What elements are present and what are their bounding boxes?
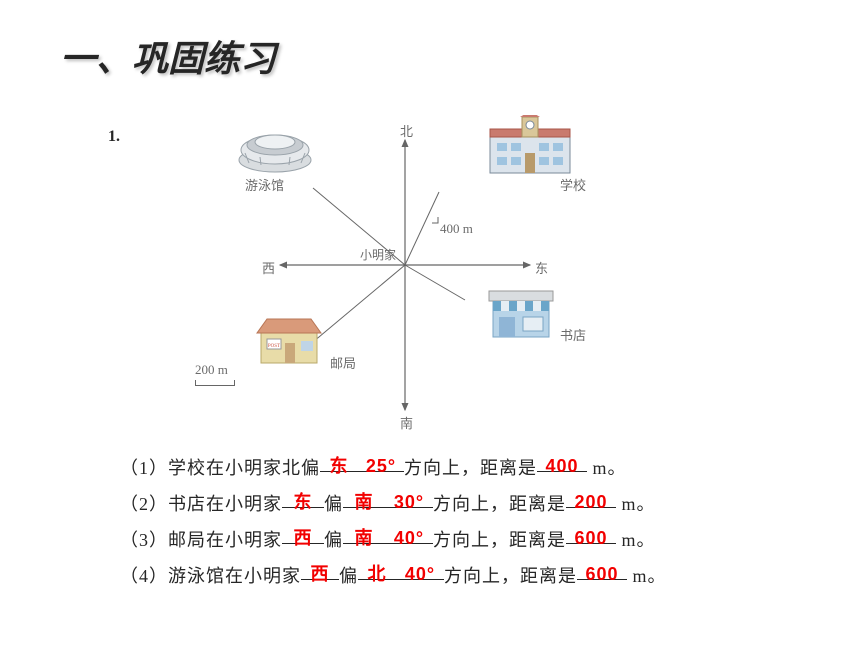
q4-ans2b: 40° (405, 564, 435, 584)
dir-north: 北 (400, 121, 413, 140)
q3-ans3: 600 (574, 528, 607, 548)
bookstore-label: 书店 (560, 325, 586, 344)
question-4: （4）游泳馆在小明家西偏北40°方向上，距离是600 m。 (120, 558, 800, 594)
q1-ans2: 25° (366, 456, 396, 476)
q4-blank1: 西 (301, 558, 339, 580)
q1-blank2: 25° (358, 450, 404, 472)
q1-mid: 方向上，距离是 (404, 458, 537, 478)
dir-east: 东 (535, 258, 548, 277)
q2-ans3: 200 (574, 492, 607, 512)
q2-blank1: 东 (282, 486, 324, 508)
q4-ans1: 西 (311, 564, 330, 584)
q4-mid1: 偏 (339, 566, 358, 586)
q4-blank3: 600 (577, 558, 627, 580)
q4-ans2: 北 (368, 564, 387, 584)
q2-ans1: 东 (294, 492, 313, 512)
dist-400-label: 400 m (440, 221, 473, 236)
q3-blank1: 西 (282, 522, 324, 544)
q2-post: m。 (616, 494, 656, 514)
svg-text:POST: POST (268, 344, 280, 349)
q2-blank3: 200 (566, 486, 616, 508)
q4-blank2: 北 (358, 558, 396, 580)
q3-mid1: 偏 (324, 530, 343, 550)
q1-ans1: 东 (330, 456, 349, 476)
q3-ans2b: 40° (394, 528, 424, 548)
q3-ans1: 西 (294, 528, 313, 548)
q2-mid3: 方向上，距离是 (433, 494, 566, 514)
q3-blank3: 600 (566, 522, 616, 544)
q2-ans2b: 30° (394, 492, 424, 512)
school-label: 学校 (560, 175, 586, 194)
question-number: 1. (108, 128, 120, 146)
school-building (485, 115, 575, 177)
q2-ans2: 南 (355, 492, 374, 512)
question-2: （2）书店在小明家东偏南30°方向上，距离是200 m。 (120, 486, 800, 522)
post-label: 邮局 (330, 353, 356, 372)
questions-block: （1）学校在小明家北偏东25°方向上，距离是400 m。 （2）书店在小明家东偏… (120, 450, 800, 594)
question-3: （3）邮局在小明家西偏南40°方向上，距离是600 m。 (120, 522, 800, 558)
q2-blank2: 南 (343, 486, 385, 508)
q1-blank3: 400 (537, 450, 587, 472)
q4-post: m。 (627, 566, 667, 586)
question-1: （1）学校在小明家北偏东25°方向上，距离是400 m。 (120, 450, 800, 486)
q2-mid1: 偏 (324, 494, 343, 514)
q3-blank2b: 40° (385, 522, 433, 544)
q4-ans3: 600 (585, 564, 618, 584)
scale-bar: 200 m (195, 362, 235, 386)
post-building: POST (255, 315, 323, 367)
stadium-building (235, 125, 315, 175)
dir-south: 南 (400, 413, 413, 432)
q4-pre: （4）游泳馆在小明家 (120, 566, 301, 586)
scale-label: 200 m (195, 362, 228, 377)
q3-mid3: 方向上，距离是 (433, 530, 566, 550)
q3-ans2: 南 (355, 528, 374, 548)
center-label: 小明家 (360, 246, 396, 263)
direction-diagram: 400 m 北 南 东 西 小明家 200 m 游泳馆 (210, 115, 640, 435)
q3-blank2: 南 (343, 522, 385, 544)
q1-post: m。 (587, 458, 627, 478)
bookstore-building (485, 285, 557, 341)
stadium-label: 游泳馆 (245, 175, 284, 194)
q1-ans3: 400 (545, 456, 578, 476)
q3-pre: （3）邮局在小明家 (120, 530, 282, 550)
q4-mid3: 方向上，距离是 (444, 566, 577, 586)
scale-bar-graphic (195, 380, 235, 386)
section-title: 一、巩固练习 (60, 30, 276, 82)
q2-pre: （2）书店在小明家 (120, 494, 282, 514)
q2-blank2b: 30° (385, 486, 433, 508)
q3-post: m。 (616, 530, 656, 550)
dir-west: 西 (262, 258, 275, 277)
q4-blank2b: 40° (396, 558, 444, 580)
q1-pre: （1）学校在小明家北偏 (120, 458, 320, 478)
q1-blank1: 东 (320, 450, 358, 472)
